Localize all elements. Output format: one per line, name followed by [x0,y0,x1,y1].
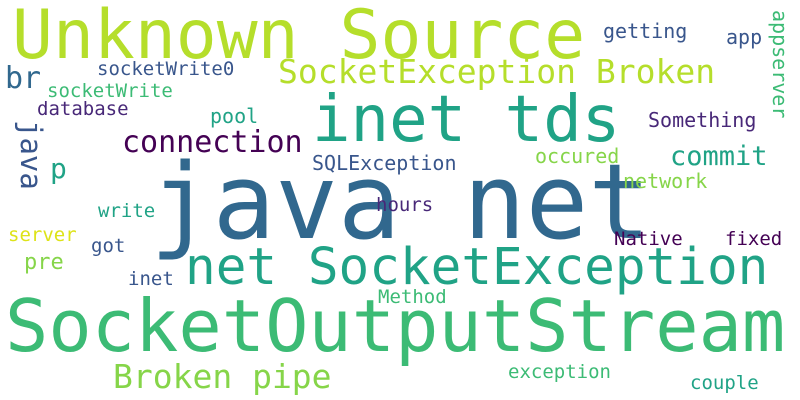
word-occured: occured [535,144,620,168]
word-socketwrite0: socketWrite0 [97,58,235,80]
word-commit: commit [670,141,768,172]
word-appserver: appserver [768,10,792,119]
word-exception: exception [508,361,611,383]
word-inet-tds: inet tds [312,83,621,157]
word-couple: couple [690,372,759,394]
word-java: java [14,120,48,190]
word-fixed: fixed [725,228,783,250]
word-network: network [623,169,708,193]
word-app: app [726,25,763,49]
word-write: write [98,200,156,222]
word-net-socketexception: net SocketException [185,238,769,297]
word-socketexception-broken: SocketException Broken [278,52,716,91]
word-socketwrite: socketWrite [47,80,173,102]
word-p: p [50,152,67,185]
word-server: server [8,224,77,246]
word-getting: getting [603,19,688,43]
word-method: Method [378,286,447,308]
word-something: Something [648,108,757,132]
word-inet: inet [128,268,174,290]
word-pre: pre [24,250,64,275]
word-unknown-source: Unknown Source [12,0,586,75]
word-socketoutputstream: SocketOutputStream [5,284,786,368]
word-sqlexception: SQLException [312,151,457,175]
word-connection: connection [122,125,303,160]
word-br: br [5,61,42,96]
word-got: got [91,235,126,257]
word-broken-pipe: Broken pipe [113,357,332,396]
word-java-net: java net [150,141,651,263]
word-native: Native [614,228,683,250]
word-database: database [37,98,129,120]
word-pool: pool [210,104,259,128]
word-hours: hours [376,194,434,216]
